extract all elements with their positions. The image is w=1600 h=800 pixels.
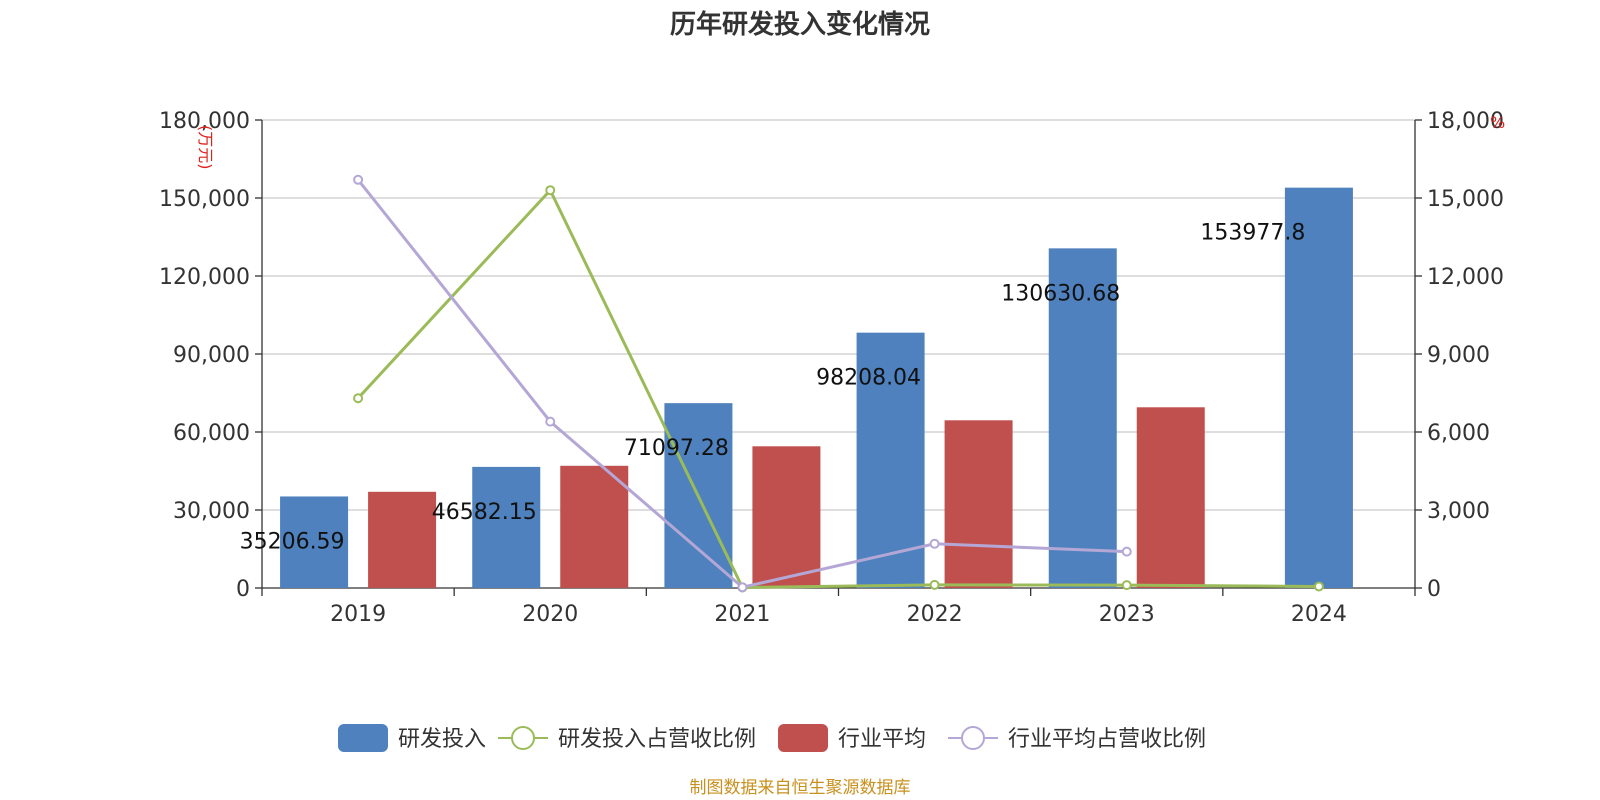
x-tick-label: 2023 [1099, 602, 1155, 627]
left-tick-label: 60,000 [173, 421, 250, 446]
line-point [1121, 546, 1132, 557]
bar-industry-average [752, 446, 821, 588]
line-point [737, 582, 748, 593]
source-note: 制图数据来自恒生聚源数据库 [690, 778, 911, 798]
line-point [929, 579, 940, 590]
line-point [929, 538, 940, 549]
right-tick-label: 6,000 [1427, 421, 1490, 446]
x-tick-label: 2024 [1291, 602, 1347, 627]
bar-rd-investment [472, 466, 541, 588]
bar-rd-investment [1284, 187, 1353, 588]
legend-item[interactable]: 研发投入占营收比例 [498, 726, 756, 752]
x-tick-label: 2021 [714, 602, 770, 627]
legend-swatch [338, 724, 388, 752]
bar-data-label: 153977.8 [1200, 221, 1305, 246]
legend-swatch-marker [511, 726, 535, 750]
chart-title: 历年研发投入变化情况 [670, 9, 930, 40]
lines [353, 174, 1324, 593]
left-tick-label: 30,000 [173, 499, 250, 524]
legend-item[interactable]: 行业平均 [778, 724, 926, 752]
bar-data-label: 46582.15 [432, 500, 537, 525]
x-tick-label: 2020 [522, 602, 578, 627]
left-tick-label: 0 [236, 577, 250, 602]
legend-swatch-marker [961, 726, 985, 750]
legend-label: 研发投入占营收比例 [558, 727, 756, 752]
right-tick-label: 12,000 [1427, 265, 1504, 290]
right-tick-label: 0 [1427, 577, 1441, 602]
right-tick-label: 15,000 [1427, 187, 1504, 212]
legend-item[interactable]: 行业平均占营收比例 [948, 726, 1206, 752]
line-rd-ratio [356, 187, 1319, 589]
bar-industry-average [944, 420, 1013, 588]
line-point [353, 393, 364, 404]
bar-data-label: 71097.28 [624, 436, 729, 461]
bar-rd-investment [856, 332, 925, 588]
line-point [1313, 581, 1324, 592]
bar-industry-average [368, 491, 437, 588]
grid-lines [262, 119, 1415, 511]
left-axis-unit: (万元) [196, 125, 215, 170]
right-tick-label: 3,000 [1427, 499, 1490, 524]
line-point [545, 185, 556, 196]
bars [280, 187, 1353, 588]
bar-rd-investment [1048, 248, 1117, 588]
right-tick-label: 9,000 [1427, 343, 1490, 368]
axes: 0 30,000 60,000 90,000 120,000 150,000 180,000… [159, 109, 1505, 627]
data-labels: 35206.59 46582.15 71097.28 98208.04 130630.6… [240, 221, 1306, 555]
legend[interactable]: 研发投入 研发投入占营收比例 行业平均 行业平均占营收比例 [338, 724, 1206, 752]
line-point [353, 174, 364, 185]
right-tick-label: 18,000 [1427, 109, 1504, 134]
bar-data-label: 98208.04 [816, 366, 921, 391]
legend-label: 研发投入 [398, 727, 486, 752]
bar-industry-average [560, 465, 629, 588]
right-axis-unit: % [1490, 113, 1505, 132]
left-tick-label: 90,000 [173, 343, 250, 368]
bar-industry-average [1136, 407, 1205, 588]
left-tick-label: 180,000 [159, 109, 250, 134]
legend-label: 行业平均占营收比例 [1008, 727, 1206, 752]
line-point [545, 416, 556, 427]
legend-swatch [778, 724, 828, 752]
left-tick-label: 120,000 [159, 265, 250, 290]
legend-item[interactable]: 研发投入 [338, 724, 486, 752]
legend-label: 行业平均 [838, 727, 926, 752]
x-tick-label: 2019 [330, 602, 386, 627]
bar-data-label: 130630.68 [1001, 281, 1120, 306]
bar-data-label: 35206.59 [240, 529, 345, 554]
line-point [1121, 580, 1132, 591]
left-tick-label: 150,000 [159, 187, 250, 212]
bar-rd-investment [280, 496, 349, 588]
x-tick-label: 2022 [907, 602, 963, 627]
